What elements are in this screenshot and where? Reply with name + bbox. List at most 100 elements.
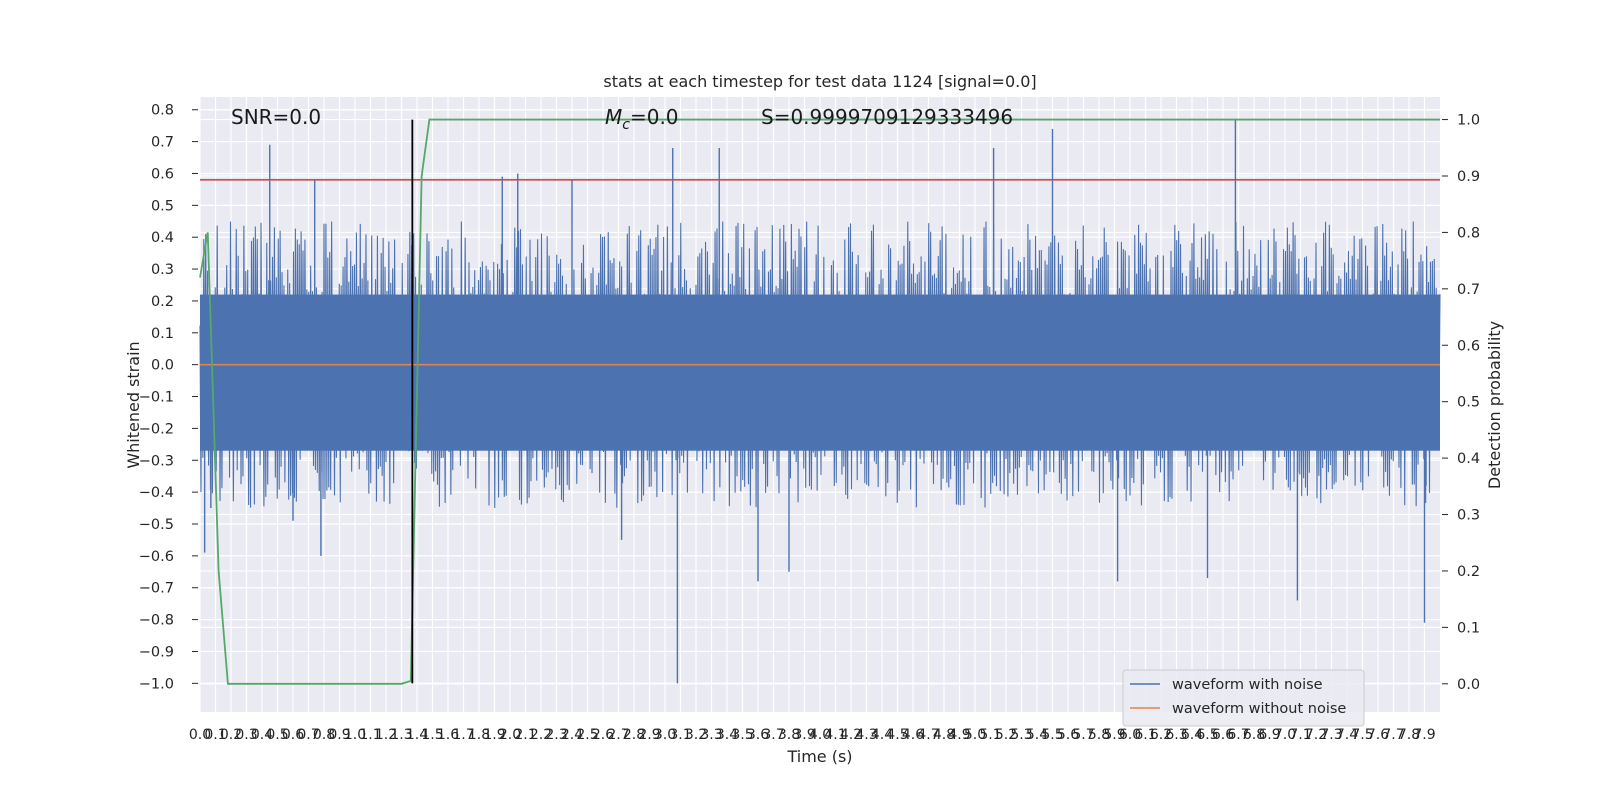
x-tick-label: 6.1 (1134, 727, 1156, 743)
x-tick-label: 4.7 (917, 727, 939, 743)
right-y-tick-label: 0.6 (1457, 338, 1480, 354)
x-tick-label: 2.8 (623, 727, 645, 743)
legend-label-clean: waveform without noise (1172, 701, 1346, 717)
y-tick-label: −0.5 (139, 517, 174, 533)
x-tick-label: 0.4 (251, 727, 273, 743)
y-tick-label: 0.8 (151, 103, 174, 119)
x-tick-label: 0.1 (204, 727, 226, 743)
legend: waveform with noise waveform without noi… (1122, 669, 1365, 727)
x-tick-label: 1.9 (483, 727, 505, 743)
snr-annotation: SNR=0.0 (231, 105, 321, 129)
noise-dense-band (200, 294, 1440, 451)
x-tick-label: 1.4 (406, 727, 428, 743)
x-axis-ticks: 0.00.10.20.30.40.50.60.70.80.91.01.11.21… (189, 727, 1436, 743)
x-tick-label: 3.2 (685, 727, 707, 743)
right-y-tick-label: 0.7 (1457, 282, 1480, 298)
x-tick-label: 3.9 (793, 727, 815, 743)
series-detection-probability (199, 118, 1440, 685)
right-y-tick-label: 0.4 (1457, 451, 1480, 467)
chirp-mass-subscript: c (622, 117, 630, 133)
x-tick-label: 6.5 (1196, 727, 1218, 743)
x-tick-label: 0.5 (266, 727, 288, 743)
right-y-tick-label: 0.8 (1457, 225, 1480, 241)
x-tick-label: 5.0 (964, 727, 986, 743)
legend-label-noise: waveform with noise (1172, 677, 1323, 693)
x-tick-label: 0.9 (328, 727, 350, 743)
y-tick-label: −0.6 (139, 549, 174, 565)
x-tick-label: 7.5 (1351, 727, 1373, 743)
x-tick-label: 5.1 (979, 727, 1001, 743)
y-tick-label: 0.3 (151, 262, 174, 278)
x-tick-label: 0.8 (313, 727, 335, 743)
x-tick-label: 2.6 (592, 727, 614, 743)
x-tick-label: 7.3 (1320, 727, 1342, 743)
x-tick-label: 1.3 (390, 727, 412, 743)
x-tick-label: 2.2 (530, 727, 552, 743)
chirp-mass-value: =0.0 (630, 105, 679, 129)
x-tick-label: 5.6 (1057, 727, 1079, 743)
x-tick-label: 6.6 (1212, 727, 1234, 743)
x-tick-label: 5.4 (1026, 727, 1048, 743)
x-tick-label: 3.5 (731, 727, 753, 743)
x-tick-label: 3.3 (700, 727, 722, 743)
y-tick-label: 0.2 (151, 294, 174, 310)
x-tick-label: 5.3 (1010, 727, 1032, 743)
right-y-axis-title: Detection probability (1485, 321, 1504, 489)
x-tick-label: 6.0 (1119, 727, 1141, 743)
x-tick-label: 7.1 (1289, 727, 1311, 743)
x-tick-label: 1.2 (375, 727, 397, 743)
x-tick-label: 0.0 (189, 727, 211, 743)
x-tick-label: 1.8 (468, 727, 490, 743)
x-tick-label: 3.8 (778, 727, 800, 743)
x-tick-label: 5.5 (1041, 727, 1063, 743)
chirp-mass-annotation: Mc=0.0 (605, 105, 679, 133)
y-tick-label: 0.5 (151, 198, 174, 214)
x-tick-label: 6.8 (1243, 727, 1265, 743)
y-tick-label: 0.7 (151, 135, 174, 151)
x-tick-label: 4.1 (824, 727, 846, 743)
y-tick-label: 0.6 (151, 166, 174, 182)
x-tick-label: 6.7 (1227, 727, 1249, 743)
x-tick-label: 4.9 (948, 727, 970, 743)
x-tick-label: 3.0 (654, 727, 676, 743)
right-y-tick-label: 0.5 (1457, 395, 1480, 411)
x-tick-label: 1.1 (359, 727, 381, 743)
y-tick-label: −1.0 (139, 676, 174, 692)
x-tick-label: 0.3 (235, 727, 257, 743)
x-axis-title: Time (s) (786, 747, 852, 766)
x-tick-label: 4.6 (902, 727, 924, 743)
x-tick-label: 5.8 (1088, 727, 1110, 743)
x-tick-label: 2.4 (561, 727, 583, 743)
y-tick-label: −0.8 (139, 613, 174, 629)
x-tick-label: 4.2 (840, 727, 862, 743)
x-tick-label: 7.7 (1382, 727, 1404, 743)
right-y-tick-label: 0.3 (1457, 508, 1480, 524)
x-tick-label: 3.6 (747, 727, 769, 743)
y-tick-label: 0.4 (151, 230, 174, 246)
x-tick-label: 7.6 (1367, 727, 1389, 743)
x-tick-label: 6.9 (1258, 727, 1280, 743)
x-tick-label: 2.9 (638, 727, 660, 743)
left-y-axis-title: Whitened strain (124, 341, 143, 468)
x-tick-label: 2.3 (545, 727, 567, 743)
x-tick-label: 7.9 (1413, 727, 1435, 743)
x-tick-label: 6.4 (1181, 727, 1203, 743)
x-tick-label: 6.3 (1165, 727, 1187, 743)
y-tick-label: −0.9 (139, 644, 174, 660)
x-tick-label: 7.8 (1398, 727, 1420, 743)
x-tick-label: 1.5 (421, 727, 443, 743)
right-y-tick-label: 0.1 (1457, 620, 1480, 636)
right-y-tick-label: 0.9 (1457, 169, 1480, 185)
x-tick-label: 2.5 (576, 727, 598, 743)
y-tick-label: −0.3 (139, 453, 174, 469)
right-y-tick-label: 0.0 (1457, 677, 1480, 693)
x-tick-label: 4.0 (809, 727, 831, 743)
x-tick-label: 3.1 (669, 727, 691, 743)
score-annotation: S=0.9999709129333496 (761, 105, 1013, 129)
legend-box (1122, 669, 1365, 727)
y-tick-label: 0.1 (151, 326, 174, 342)
x-tick-label: 0.2 (220, 727, 242, 743)
y-tick-label: −0.7 (139, 581, 174, 597)
x-tick-label: 5.2 (995, 727, 1017, 743)
